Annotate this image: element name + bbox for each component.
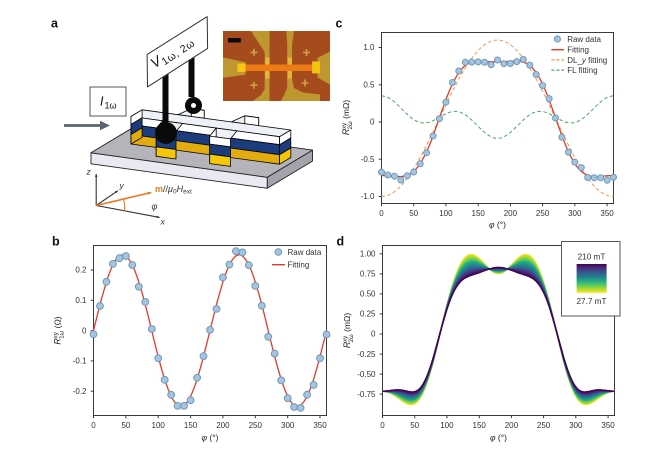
svg-text:100: 100 xyxy=(440,421,454,430)
svg-text:210 mT: 210 mT xyxy=(578,253,606,262)
svg-text:Rxy2ω (mΩ): Rxy2ω (mΩ) xyxy=(341,100,354,136)
svg-text:Rxy1ω (Ω): Rxy1ω (Ω) xyxy=(53,316,66,344)
svg-text:-0.1: -0.1 xyxy=(73,357,87,366)
svg-text:Raw data: Raw data xyxy=(567,35,601,44)
svg-text:FL fitting: FL fitting xyxy=(567,66,597,75)
svg-text:z: z xyxy=(86,167,92,177)
svg-text:200: 200 xyxy=(216,421,230,430)
svg-text:0: 0 xyxy=(82,326,87,335)
svg-text:φ (°): φ (°) xyxy=(490,433,507,443)
svg-text:x: x xyxy=(160,217,166,227)
svg-text:0.2: 0.2 xyxy=(75,266,87,275)
svg-text:50: 50 xyxy=(409,209,418,218)
svg-text:φ: φ xyxy=(152,202,158,212)
svg-text:φ (°): φ (°) xyxy=(202,433,219,443)
svg-text:27.7 mT: 27.7 mT xyxy=(576,297,606,306)
svg-text:250: 250 xyxy=(249,421,263,430)
svg-text:350: 350 xyxy=(313,421,327,430)
svg-text:50: 50 xyxy=(121,421,130,430)
svg-text:I: I xyxy=(100,95,104,109)
svg-text:300: 300 xyxy=(568,209,582,218)
svg-text:-1.0: -1.0 xyxy=(361,192,375,201)
svg-text:0.25: 0.25 xyxy=(360,310,376,319)
svg-text:0: 0 xyxy=(379,209,384,218)
svg-text:300: 300 xyxy=(281,421,295,430)
svg-text:DL_y fitting: DL_y fitting xyxy=(567,56,607,65)
svg-text:100: 100 xyxy=(439,209,453,218)
svg-text:100: 100 xyxy=(152,421,166,430)
svg-text:0.50: 0.50 xyxy=(360,290,376,299)
svg-text:250: 250 xyxy=(536,209,550,218)
svg-text:0: 0 xyxy=(371,330,376,339)
svg-text:Fitting: Fitting xyxy=(567,45,589,54)
svg-text:-0.5: -0.5 xyxy=(361,155,375,164)
svg-text:c: c xyxy=(336,17,343,31)
svg-text:Fitting: Fitting xyxy=(288,261,310,270)
svg-text:d: d xyxy=(337,235,345,249)
svg-text:φ (°): φ (°) xyxy=(489,220,506,230)
svg-text:b: b xyxy=(52,235,60,249)
svg-text:1.0: 1.0 xyxy=(363,43,375,52)
svg-text:-0.2: -0.2 xyxy=(73,387,87,396)
svg-text:a: a xyxy=(51,17,59,31)
svg-text:300: 300 xyxy=(569,421,583,430)
svg-text:150: 150 xyxy=(472,209,486,218)
svg-text:0: 0 xyxy=(370,118,375,127)
svg-text:1.00: 1.00 xyxy=(360,250,376,259)
svg-text:-0.50: -0.50 xyxy=(357,370,376,379)
svg-text:0.1: 0.1 xyxy=(75,296,87,305)
svg-text:0: 0 xyxy=(91,421,96,430)
svg-text:1ω: 1ω xyxy=(105,101,117,111)
svg-text:m//μ0Hext: m//μ0Hext xyxy=(155,184,192,196)
svg-text:250: 250 xyxy=(537,421,551,430)
svg-text:200: 200 xyxy=(504,209,518,218)
svg-text:-0.25: -0.25 xyxy=(357,350,376,359)
svg-text:0.5: 0.5 xyxy=(363,81,375,90)
svg-text:200: 200 xyxy=(505,421,519,430)
svg-text:Raw data: Raw data xyxy=(288,248,322,257)
svg-text:150: 150 xyxy=(473,421,487,430)
svg-text:0: 0 xyxy=(380,421,385,430)
svg-text:50: 50 xyxy=(410,421,419,430)
svg-text:150: 150 xyxy=(184,421,198,430)
svg-text:y: y xyxy=(119,181,125,191)
svg-text:0.75: 0.75 xyxy=(360,270,376,279)
svg-text:-0.75: -0.75 xyxy=(357,390,376,399)
svg-text:Rxy2ω (mΩ): Rxy2ω (mΩ) xyxy=(342,313,355,349)
svg-text:350: 350 xyxy=(600,209,614,218)
svg-text:350: 350 xyxy=(601,421,615,430)
